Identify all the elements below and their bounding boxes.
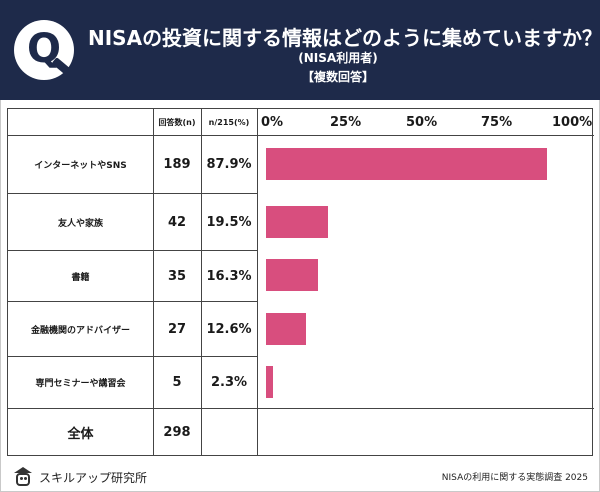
page-subtitle: (NISA利用者) — [298, 51, 378, 65]
row-percent: 87.9% — [206, 157, 252, 172]
row-percent: 16.3% — [206, 268, 252, 284]
divider — [201, 109, 202, 455]
bar — [266, 148, 548, 180]
brand-logo: スキルアップ研究所 — [12, 466, 147, 488]
divider — [8, 356, 257, 357]
axis-tick-label: 75% — [481, 114, 513, 130]
divider — [8, 135, 594, 136]
divider — [8, 408, 594, 409]
row-count: 189 — [163, 157, 191, 172]
row-count: 27 — [167, 321, 187, 337]
total-label: 全体 — [67, 426, 94, 442]
bar — [266, 206, 329, 238]
row-label: インターネットやSNS — [34, 161, 127, 171]
row-count: 42 — [167, 214, 187, 230]
row-label: 金融機関のアドバイザー — [30, 325, 130, 336]
row-label: 友人や家族 — [57, 218, 103, 229]
row-label: 専門セミナーや講習会 — [35, 379, 126, 389]
percent-column-header: n/215(%) — [208, 117, 250, 127]
header: Q NISAの投資に関する情報はどのように集めていますか？ (NISA利用者) … — [0, 0, 600, 100]
row-count: 35 — [167, 268, 187, 284]
divider — [8, 301, 257, 302]
row-percent: 12.6% — [206, 321, 252, 337]
axis-tick-label: 25% — [330, 114, 362, 130]
bar — [266, 366, 274, 398]
brand-name: スキルアップ研究所 — [39, 470, 148, 485]
owl-graduation-cap-icon — [12, 467, 34, 487]
q-badge-icon: Q — [14, 20, 74, 80]
divider — [153, 109, 154, 455]
survey-caption: NISAの利用に関する実態調査 2025 — [441, 473, 588, 483]
page-title: NISAの投資に関する情報はどのように集めていますか？ — [88, 26, 600, 50]
axis-tick-label: 0% — [261, 114, 284, 130]
axis-tick-label: 50% — [406, 114, 438, 130]
answer-type-note: 【複数回答】 — [301, 70, 374, 84]
divider — [257, 109, 258, 455]
results-table: 回答数(n) n/215(%) 0% 25% 50% 75% 100% インター… — [7, 108, 594, 456]
total-count: 298 — [163, 424, 191, 440]
count-column-header: 回答数(n) — [158, 117, 196, 127]
divider — [8, 250, 257, 251]
row-percent: 19.5% — [206, 214, 252, 230]
row-count: 5 — [172, 375, 182, 390]
row-label: 書籍 — [71, 272, 90, 283]
bar — [266, 259, 319, 291]
row-percent: 2.3% — [210, 375, 248, 390]
divider — [8, 193, 257, 194]
axis-tick-label: 100% — [552, 114, 593, 130]
bar — [266, 313, 307, 345]
